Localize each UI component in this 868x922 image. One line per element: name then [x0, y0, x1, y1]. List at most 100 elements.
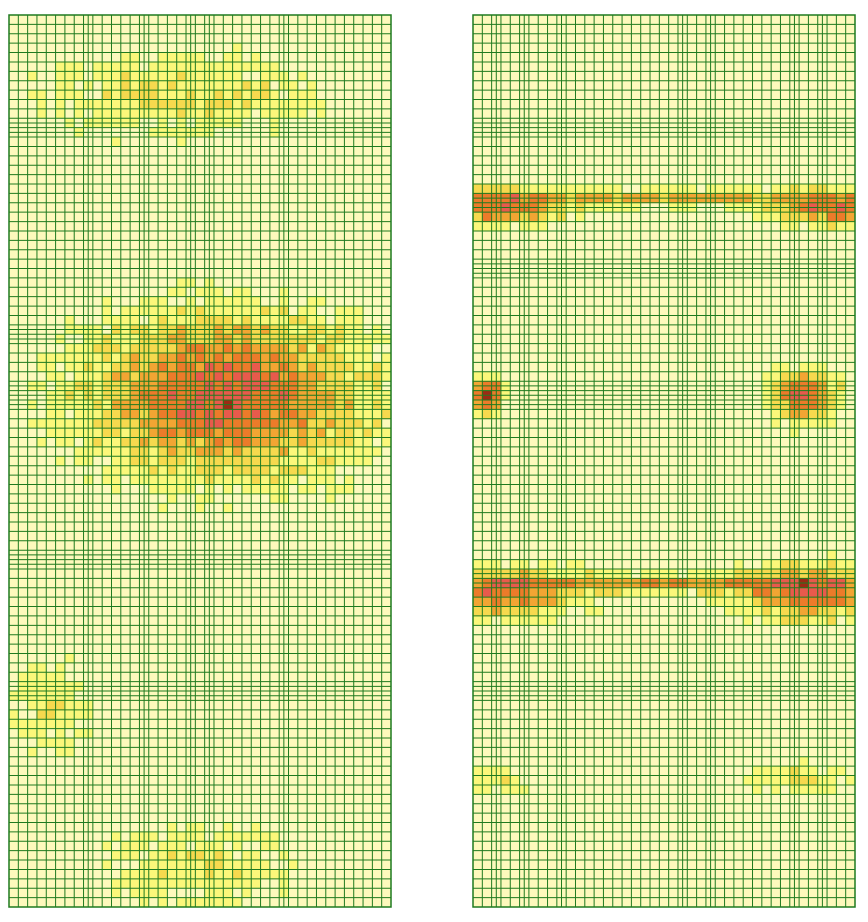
mesh-cell [761, 775, 772, 785]
mesh-cell [36, 737, 47, 748]
mesh-cell [74, 456, 84, 466]
mesh-cell [307, 428, 317, 438]
mesh-cell [55, 737, 65, 748]
mesh-cell [148, 99, 159, 109]
mesh-cell [176, 869, 187, 879]
mesh-cell [130, 456, 140, 466]
mesh-cell [55, 353, 65, 363]
mesh-cell [547, 559, 557, 569]
mesh-cell [297, 437, 308, 447]
mesh-cell [381, 437, 391, 447]
mesh-cell [771, 362, 781, 372]
mesh-cell [130, 306, 140, 316]
mesh-cell [799, 597, 809, 607]
mesh-cell [799, 766, 809, 776]
mesh-cell [195, 475, 205, 485]
mesh-cell [799, 212, 809, 222]
mesh-cell [594, 606, 604, 616]
mesh-cell [482, 184, 492, 194]
mesh-cell [269, 61, 280, 72]
mesh-cell [612, 587, 623, 598]
mesh-cell [547, 606, 557, 616]
mesh-cell [827, 550, 837, 560]
mesh-cell [269, 484, 280, 494]
mesh-cell [269, 409, 280, 419]
mesh-cell [288, 437, 298, 447]
mesh-cell [353, 315, 364, 325]
mesh-cell [288, 108, 298, 119]
mesh-cell [158, 437, 168, 447]
mesh-cell [158, 90, 168, 100]
mesh-cell [120, 343, 131, 354]
mesh-cell [482, 409, 492, 419]
mesh-cell [64, 437, 75, 447]
mesh-cell [808, 409, 818, 419]
mesh-cell [594, 587, 604, 598]
mesh-cell [528, 212, 539, 222]
mesh-cell [120, 428, 131, 438]
mesh-cell [307, 99, 317, 109]
mesh-cell [9, 719, 19, 729]
mesh-cell [363, 409, 373, 419]
mesh-cell [223, 446, 233, 457]
mesh-cell [64, 343, 75, 354]
mesh-cell [158, 456, 168, 466]
mesh-cell [92, 418, 103, 429]
mesh-cell [269, 437, 280, 447]
mesh-cell [102, 428, 112, 438]
mesh-cell [335, 362, 345, 372]
mesh-cell [64, 80, 75, 91]
mesh-cell [55, 700, 65, 710]
mesh-cell [167, 878, 177, 889]
mesh-cell [167, 850, 177, 861]
mesh-cell [827, 559, 837, 569]
mesh-cell [102, 465, 112, 476]
mesh-cell [213, 888, 224, 898]
mesh-cell [316, 409, 326, 419]
mesh-cell [18, 719, 28, 729]
mesh-cell [353, 362, 364, 372]
mesh-cell [827, 409, 837, 419]
mesh-cell [251, 860, 261, 870]
mesh-cell [223, 99, 233, 109]
mesh-cell [500, 597, 511, 607]
mesh-cell [167, 61, 177, 72]
mesh-cell [223, 315, 233, 325]
mesh-cell [799, 409, 809, 419]
mesh-cell [130, 52, 140, 62]
mesh-cell [780, 587, 790, 598]
mesh-cell [158, 465, 168, 476]
mesh-cell [111, 353, 121, 363]
mesh-cell [780, 362, 790, 372]
mesh-cell [232, 315, 242, 325]
mesh-cell [158, 80, 168, 91]
mesh-cell [176, 841, 187, 851]
mesh-cell [232, 475, 242, 485]
mesh-cell [111, 315, 121, 325]
mesh-cell [752, 597, 762, 607]
mesh-cell [288, 418, 298, 429]
mesh-cell [650, 587, 660, 598]
mesh-cell [74, 446, 84, 457]
mesh-cell [64, 61, 75, 72]
mesh-cell [771, 587, 781, 598]
mesh-cell [836, 606, 846, 616]
mesh-cell [158, 869, 168, 879]
mesh-cell [538, 587, 548, 598]
mesh-cell [158, 878, 168, 889]
mesh-cell [176, 353, 187, 363]
mesh-cell [102, 418, 112, 429]
mesh-cell [213, 869, 224, 879]
mesh-cell [195, 446, 205, 457]
mesh-cell [269, 493, 280, 504]
mesh-cell [482, 371, 492, 382]
mesh-cell [260, 71, 270, 81]
mesh-cell [482, 606, 492, 616]
mesh-cell [223, 888, 233, 898]
mesh-cell [195, 503, 205, 513]
mesh-cell [269, 315, 280, 325]
mesh-cell [223, 475, 233, 485]
mesh-cell [500, 184, 511, 194]
mesh-cell [74, 409, 84, 419]
mesh-cell [251, 831, 261, 842]
